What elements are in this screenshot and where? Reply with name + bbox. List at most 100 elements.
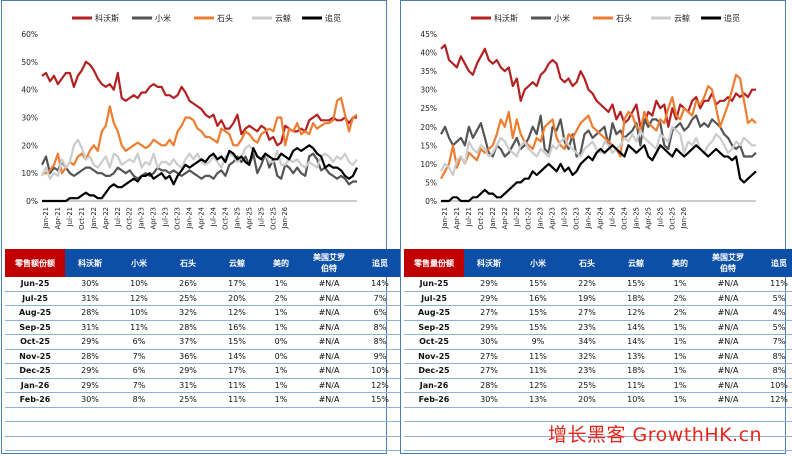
x-tick-label: Apr-22 [102, 207, 110, 229]
table-row: Feb-26 30% 8% 25% 11% 1% #N/A 15% [5, 392, 403, 408]
table-cell: 0% [261, 349, 301, 364]
table-cell [163, 407, 213, 422]
table-cell: 6% [115, 334, 163, 350]
x-tick-label: Jul-21 [465, 207, 473, 227]
table-cell: 31% [163, 378, 213, 393]
table-cell: 37% [163, 334, 213, 350]
series-line [42, 96, 358, 175]
table-cell: 29% [65, 334, 115, 350]
table-cell: Jul-25 [404, 291, 464, 306]
table-row: Jul-25 29% 16% 19% 18% 2% #N/A 5% [404, 291, 792, 306]
x-tick-label: Oct-22 [525, 207, 533, 230]
table-cell: 27% [562, 305, 612, 321]
table-row: Nov-25 27% 11% 32% 13% 1% #N/A 8% [404, 349, 792, 364]
x-tick-label: Apr-21 [453, 207, 461, 229]
legend-label: 石头 [217, 13, 233, 23]
table-cell: 9% [514, 334, 562, 350]
y-tick-label: 0% [425, 197, 437, 206]
table-header-cell: 美国艾罗 伯特 [700, 249, 756, 277]
table-cell [404, 421, 464, 437]
table-cell: 25% [163, 291, 213, 306]
table-cell: 1% [261, 392, 301, 408]
table-cell: 5% [756, 291, 792, 306]
table-cell [404, 407, 464, 422]
table-cell [65, 421, 115, 437]
x-tick-label: Apr-21 [54, 207, 62, 229]
x-tick-label: Jan-23 [537, 207, 545, 230]
table-cell: 27% [464, 305, 514, 321]
table-cell: 18% [612, 291, 660, 306]
x-tick-label: Apr-24 [197, 207, 205, 229]
table-cell: Jan-26 [404, 378, 464, 393]
x-tick-label: Oct-24 [620, 207, 628, 230]
table-cell [514, 421, 562, 437]
y-tick-label: 30% [21, 114, 38, 123]
table-cell: 12% [213, 305, 261, 321]
table-cell: #N/A [301, 277, 357, 292]
legend-item: 追觅 [302, 13, 341, 23]
table-cell: 8% [756, 349, 792, 364]
table-cell: Nov-25 [404, 349, 464, 364]
table-cell [464, 436, 514, 451]
table-cell: 5% [756, 320, 792, 335]
table-cell: 13% [612, 349, 660, 364]
y-tick-label: 5% [425, 178, 437, 187]
x-tick-label: Jul-21 [66, 207, 74, 227]
table-cell: 4% [756, 305, 792, 321]
table-cell: #N/A [700, 320, 756, 335]
table-cell: 6% [357, 305, 403, 321]
table-cell: 11% [756, 277, 792, 292]
table-cell [660, 421, 700, 437]
table-cell [115, 407, 163, 422]
table-cell: 26% [163, 277, 213, 292]
x-tick-label: Jan-25 [632, 207, 640, 230]
table-cell: #N/A [700, 378, 756, 393]
table-row: Nov-25 28% 7% 36% 14% 0% #N/A 9% [5, 349, 403, 364]
retail-value-share-chart: 科沃斯 小米 石头 云鲸 追觅 0% 10% 20% 30% 40% 50% 60% Jan-21 Apr… [21, 13, 358, 230]
table-cell: 19% [562, 291, 612, 306]
x-tick-label: Jul-22 [513, 207, 521, 227]
table-cell [700, 407, 756, 422]
table-row: Jan-26 28% 12% 25% 11% 1% #N/A 10% [404, 378, 792, 393]
table-cell: Oct-25 [404, 334, 464, 350]
table-cell: 1% [660, 334, 700, 350]
table-cell: 27% [464, 363, 514, 379]
table-cell: #N/A [700, 334, 756, 350]
table-cell: 23% [562, 320, 612, 335]
table-cell [756, 421, 792, 437]
table-row: Dec-25 29% 6% 29% 17% 1% #N/A 10% [5, 363, 403, 379]
x-tick-label: Oct-21 [477, 207, 485, 230]
x-tick-label: Jan-23 [138, 207, 146, 230]
table-cell: Jul-25 [5, 291, 65, 306]
legend-item: 石头 [593, 13, 632, 23]
table-cell: 16% [514, 291, 562, 306]
table-cell: 17% [213, 277, 261, 292]
retail-volume-share-chart: 科沃斯 小米 石头 云鲸 追觅 0% 5% 10% 15% 20% 25% 30% 35% 40% 45% J… [420, 13, 757, 230]
x-tick-label: Oct-24 [221, 207, 229, 230]
table-cell: 7% [756, 334, 792, 350]
table-cell: 15% [514, 277, 562, 292]
table-cell: 29% [464, 291, 514, 306]
table-cell: 12% [357, 378, 403, 393]
table-cell: 8% [115, 392, 163, 408]
table-cell: 11% [213, 378, 261, 393]
x-tick-label: Jan-22 [489, 207, 497, 230]
table-cell [404, 436, 464, 451]
table-cell: Jan-26 [5, 378, 65, 393]
table-cell: #N/A [301, 378, 357, 393]
x-tick-label: Oct-23 [573, 207, 581, 230]
table-cell: 29% [464, 320, 514, 335]
legend-label: 追觅 [325, 13, 341, 23]
table-cell: #N/A [301, 305, 357, 321]
y-tick-label: 40% [21, 86, 38, 95]
table-cell: 11% [514, 363, 562, 379]
table-cell: Feb-26 [404, 392, 464, 408]
table-header-cell: 云鲸 [612, 249, 660, 277]
table-cell: Dec-25 [404, 363, 464, 379]
table-cell: Feb-26 [5, 392, 65, 408]
table-cell: 18% [612, 363, 660, 379]
table-cell: 1% [660, 349, 700, 364]
table-header-cell: 石头 [163, 249, 213, 277]
table-cell [301, 407, 357, 422]
table-cell: Sep-25 [5, 320, 65, 335]
